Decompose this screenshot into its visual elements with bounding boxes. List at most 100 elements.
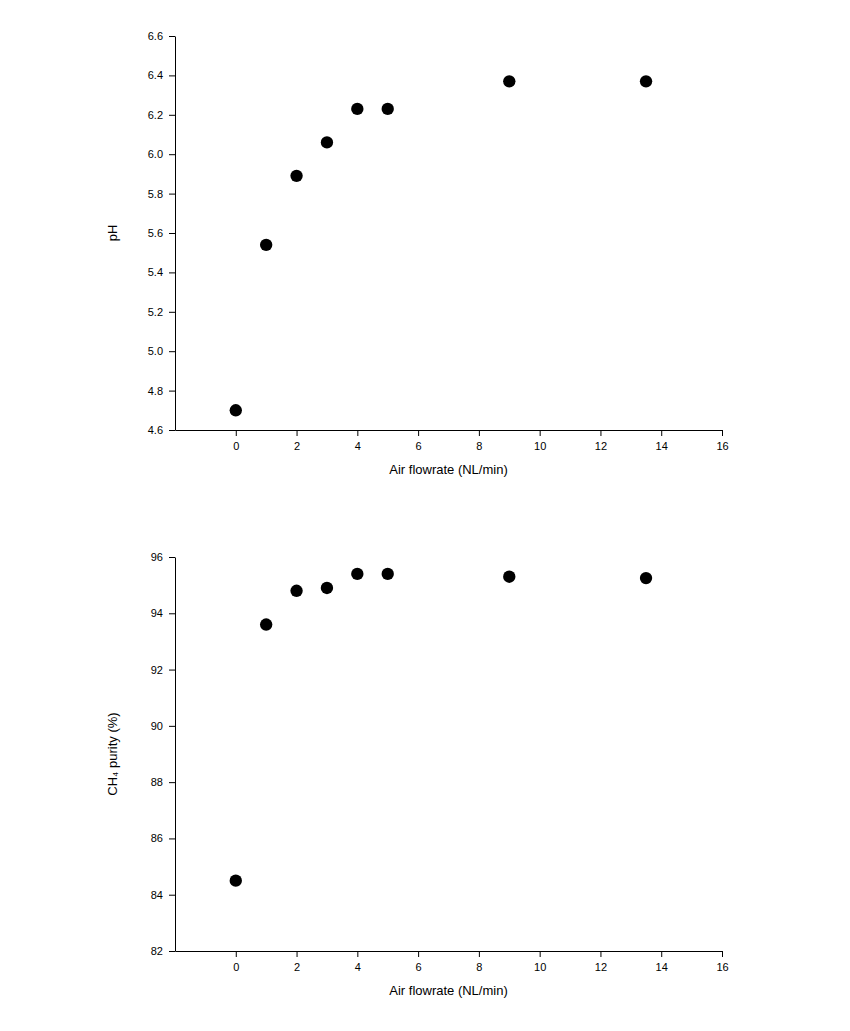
data-point — [260, 618, 272, 630]
x-tick-label: 10 — [534, 961, 546, 973]
x-axis: 0246810121416 — [176, 951, 729, 973]
data-point — [503, 571, 515, 583]
x-tick-label: 2 — [294, 961, 300, 973]
x-tick-label: 4 — [355, 961, 361, 973]
data-point — [640, 572, 652, 584]
y-tick: 86 — [151, 832, 175, 844]
x-axis-line — [176, 430, 723, 431]
chart: 02468101214168284868890929496Air flowrat… — [105, 551, 729, 998]
x-tick-label: 10 — [534, 440, 546, 452]
y-tick-label: 92 — [151, 664, 163, 676]
y-axis-line — [175, 558, 176, 952]
y-tick-mark — [169, 233, 175, 234]
x-tick: 8 — [476, 430, 482, 452]
x-tick-label: 8 — [476, 961, 482, 973]
y-tick: 84 — [151, 889, 175, 901]
x-tick-mark — [540, 951, 541, 957]
x-tick-mark — [236, 951, 237, 957]
y-axis-title: CH₄ purity (%) — [105, 712, 120, 795]
data-point — [382, 568, 394, 580]
data-point — [321, 582, 333, 594]
y-tick-label: 82 — [151, 945, 163, 957]
y-axis: 82 84 86 88 90 92 94 96 — [151, 551, 176, 957]
x-tick-mark — [418, 430, 419, 436]
x-tick-label: 2 — [294, 440, 300, 452]
x-tick-label: 0 — [233, 961, 239, 973]
y-tick-mark — [169, 670, 175, 671]
data-point — [321, 136, 333, 148]
y-tick-label: 6.4 — [148, 69, 163, 81]
y-tick-label: 96 — [151, 551, 163, 563]
x-tick-label: 12 — [595, 961, 607, 973]
x-tick: 10 — [534, 951, 546, 973]
x-tick-label: 6 — [416, 961, 422, 973]
y-tick-label: 84 — [151, 889, 163, 901]
y-tick-label: 5.0 — [148, 345, 163, 357]
y-tick-mark — [169, 312, 175, 313]
y-tick-mark — [169, 430, 175, 431]
x-tick-mark — [661, 951, 662, 957]
y-tick: 92 — [151, 664, 175, 676]
y-tick-mark — [169, 782, 175, 783]
x-tick-label: 12 — [595, 440, 607, 452]
x-tick-mark — [297, 951, 298, 957]
y-tick-label: 5.8 — [148, 188, 163, 200]
y-tick: 96 — [151, 551, 175, 563]
y-tick: 5.0 — [148, 345, 175, 357]
data-point — [351, 103, 363, 115]
y-tick: 88 — [151, 776, 175, 788]
x-tick-mark — [540, 430, 541, 436]
x-tick: 6 — [416, 951, 422, 973]
y-tick-mark — [169, 154, 175, 155]
y-tick: 94 — [151, 607, 175, 619]
x-tick: 14 — [656, 430, 668, 452]
points — [230, 568, 653, 887]
data-point — [290, 585, 302, 597]
y-tick-label: 5.4 — [148, 266, 163, 278]
x-tick-label: 14 — [656, 440, 668, 452]
y-tick-mark — [169, 272, 175, 273]
y-tick: 5.6 — [148, 227, 175, 239]
x-tick: 2 — [294, 430, 300, 452]
y-axis-title: pH — [105, 225, 120, 242]
y-tick-mark — [169, 726, 175, 727]
y-tick-label: 94 — [151, 607, 163, 619]
y-tick-mark — [169, 391, 175, 392]
x-tick-mark — [722, 430, 723, 436]
points — [230, 75, 653, 416]
y-tick: 4.6 — [148, 424, 175, 436]
y-tick-label: 6.0 — [148, 148, 163, 160]
y-tick-mark — [169, 557, 175, 558]
y-tick: 5.2 — [148, 306, 175, 318]
y-tick: 90 — [151, 720, 175, 732]
x-tick-label: 0 — [233, 440, 239, 452]
x-tick-label: 8 — [476, 440, 482, 452]
x-tick-mark — [418, 951, 419, 957]
x-tick-mark — [661, 430, 662, 436]
y-tick-label: 6.6 — [148, 30, 163, 42]
y-tick-mark — [169, 351, 175, 352]
y-tick: 5.4 — [148, 266, 175, 278]
y-tick-mark — [169, 838, 175, 839]
x-tick-label: 16 — [716, 440, 728, 452]
x-tick: 0 — [233, 951, 239, 973]
y-tick: 6.4 — [148, 69, 175, 81]
y-tick-label: 4.6 — [148, 424, 163, 436]
y-tick: 6.2 — [148, 109, 175, 121]
x-tick: 16 — [716, 951, 728, 973]
y-axis: 4.6 4.8 5.0 5.2 5.4 5.6 5.8 6.0 6.2 6.4 6.6 — [148, 30, 176, 436]
x-tick-mark — [357, 951, 358, 957]
x-tick: 4 — [355, 430, 361, 452]
data-point — [503, 75, 515, 87]
y-axis-line — [175, 37, 176, 431]
data-point — [351, 568, 363, 580]
x-tick-label: 16 — [716, 961, 728, 973]
y-tick-label: 6.2 — [148, 109, 163, 121]
y-tick: 4.8 — [148, 385, 175, 397]
y-tick-mark — [169, 115, 175, 116]
x-tick-mark — [236, 430, 237, 436]
x-tick-mark — [600, 430, 601, 436]
x-tick-mark — [479, 430, 480, 436]
x-axis-title: Air flowrate (NL/min) — [389, 462, 507, 477]
x-axis-title: Air flowrate (NL/min) — [389, 983, 507, 998]
